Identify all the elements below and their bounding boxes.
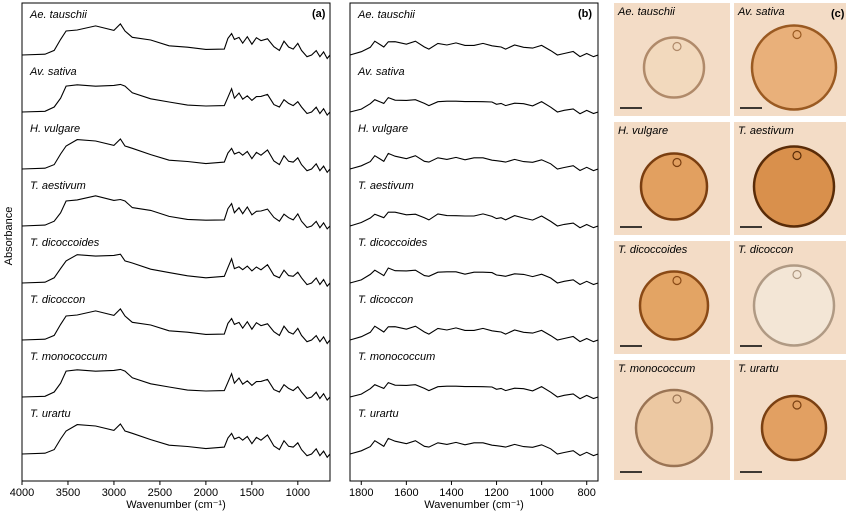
x-tick-label-a-3000: 3000 — [102, 487, 126, 499]
panel-b-x-axis-label: Wavenumber (cm⁻¹) — [424, 499, 524, 511]
micrograph-t-dicoccoides: T. dicoccoides — [614, 241, 730, 354]
panel-a-frame — [21, 2, 331, 482]
x-tick-label-b-1200: 1200 — [484, 487, 508, 499]
spectrum-a-t-urartu — [21, 423, 331, 459]
x-tick-label-b-1600: 1600 — [394, 487, 418, 499]
panel-b-x-ticks: 1800 1600 1400 1200 1000 800 — [349, 481, 596, 499]
species-label-b-t-dicoccon: T. dicoccon — [358, 294, 413, 306]
spectrum-a-ae-tauschii — [21, 23, 331, 60]
x-tick-label-b-1000: 1000 — [529, 487, 553, 499]
micrograph-label-h-vulgare: H. vulgare — [618, 125, 668, 137]
micrograph-t-urartu: T. urartu — [734, 360, 846, 480]
pollen-pore — [792, 400, 802, 410]
spectrum-a-av-sativa — [21, 83, 331, 117]
species-label-b-av-sativa: Av. sativa — [357, 66, 405, 78]
spectrum-b-t-dicoccon — [349, 325, 599, 343]
species-label-a-t-dicoccon: T. dicoccon — [30, 294, 85, 306]
panel-b: (b) Ae. tauschii Av. sativa H. vulgare T. a… — [349, 2, 599, 511]
pollen-pore — [672, 41, 682, 52]
micrograph-label-ae-tauschii: Ae. tauschii — [617, 6, 675, 18]
micrograph-label-t-urartu: T. urartu — [738, 363, 779, 375]
micrograph-ae-tauschii: Ae. tauschii — [614, 3, 730, 116]
pollen-grain — [638, 270, 710, 341]
panel-a-x-ticks: 4000 3500 3000 2500 2000 1500 1000 — [10, 481, 310, 499]
panel-c-micrographs: Ae. tauschii Av. sativa H. vulgare T. aesti… — [614, 3, 846, 480]
species-label-a-t-urartu: T. urartu — [30, 408, 71, 420]
spectrum-a-t-dicoccon — [21, 308, 331, 345]
species-label-b-t-dicoccoides: T. dicoccoides — [358, 237, 428, 249]
species-label-a-t-dicoccoides: T. dicoccoides — [30, 237, 100, 249]
micrograph-t-monococcum: T. monococcum — [614, 360, 730, 480]
micrograph-label-t-dicoccoides: T. dicoccoides — [618, 244, 688, 256]
species-label-a-t-monococcum: T. monococcum — [30, 351, 107, 363]
panel-b-species-labels: Ae. tauschii Av. sativa H. vulgare T. aesti… — [357, 9, 435, 420]
species-label-b-t-aestivum: T. aestivum — [358, 180, 414, 192]
species-label-b-ae-tauschii: Ae. tauschii — [357, 9, 415, 21]
micrograph-av-sativa: Av. sativa — [734, 3, 846, 116]
micrograph-h-vulgare: H. vulgare — [614, 122, 730, 235]
species-label-b-h-vulgare: H. vulgare — [358, 123, 408, 135]
panel-a-spectra — [21, 23, 331, 459]
panel-b-spectra — [349, 40, 599, 457]
spectrum-b-t-monococcum — [349, 381, 599, 400]
x-tick-label-a-2000: 2000 — [194, 487, 218, 499]
pollen-pore — [672, 157, 682, 168]
panel-a-label: (a) — [312, 8, 326, 20]
panel-c-label: (c) — [831, 8, 845, 20]
pollen-pore — [672, 275, 682, 286]
panel-a-species-labels: Ae. tauschii Av. sativa H. vulgare T. aesti… — [29, 9, 107, 420]
panel-b-label: (b) — [578, 8, 592, 20]
micrograph-t-aestivum: T. aestivum — [734, 122, 846, 235]
spectrum-b-t-dicoccoides — [349, 267, 599, 286]
x-tick-label-a-4000: 4000 — [10, 487, 34, 499]
panel-a-x-axis-label: Wavenumber (cm⁻¹) — [126, 499, 226, 511]
species-label-b-t-urartu: T. urartu — [358, 408, 399, 420]
spectrum-b-t-aestivum — [349, 211, 599, 229]
pollen-pore — [672, 394, 682, 404]
x-tick-label-a-1500: 1500 — [240, 487, 264, 499]
pollen-pore — [792, 269, 802, 280]
species-label-a-h-vulgare: H. vulgare — [30, 123, 80, 135]
pollen-pore — [792, 150, 802, 161]
spectrum-a-t-monococcum — [21, 368, 331, 402]
spectrum-b-h-vulgare — [349, 152, 599, 172]
x-tick-label-a-2500: 2500 — [148, 487, 172, 499]
pollen-grain — [752, 264, 836, 347]
pollen-grain — [639, 152, 709, 221]
x-tick-label-a-1000: 1000 — [286, 487, 310, 499]
species-label-a-av-sativa: Av. sativa — [29, 66, 77, 78]
spectrum-b-av-sativa — [349, 96, 599, 115]
pollen-pore — [792, 29, 802, 40]
micrograph-label-t-dicoccon: T. dicoccon — [738, 244, 793, 256]
spectrum-a-t-dicoccoides — [21, 253, 331, 288]
spectrum-a-h-vulgare — [21, 138, 331, 174]
micrograph-label-av-sativa: Av. sativa — [737, 6, 785, 18]
spectrum-b-t-urartu — [349, 437, 599, 457]
species-label-b-t-monococcum: T. monococcum — [358, 351, 435, 363]
pollen-grain — [642, 36, 706, 99]
pollen-grain — [750, 24, 838, 111]
y-axis-label: Absorbance — [3, 207, 15, 266]
micrograph-t-dicoccon: T. dicoccon — [734, 241, 846, 354]
species-label-a-ae-tauschii: Ae. tauschii — [29, 9, 87, 21]
spectrum-a-t-aestivum — [21, 195, 331, 230]
pollen-grain — [752, 145, 836, 228]
panel-a: (a) Ae. tauschii Av. sativa H. vulgare T. a… — [10, 2, 331, 511]
species-label-a-t-aestivum: T. aestivum — [30, 180, 86, 192]
x-tick-label-b-1800: 1800 — [349, 487, 373, 499]
x-tick-label-b-1400: 1400 — [439, 487, 463, 499]
micrograph-label-t-aestivum: T. aestivum — [738, 125, 794, 137]
micrograph-label-t-monococcum: T. monococcum — [618, 363, 695, 375]
x-tick-label-a-3500: 3500 — [56, 487, 80, 499]
pollen-grain — [760, 394, 828, 462]
spectrum-b-ae-tauschii — [349, 40, 599, 58]
x-tick-label-b-800: 800 — [578, 487, 596, 499]
panel-b-frame — [349, 2, 599, 482]
pollen-grain — [634, 388, 714, 468]
